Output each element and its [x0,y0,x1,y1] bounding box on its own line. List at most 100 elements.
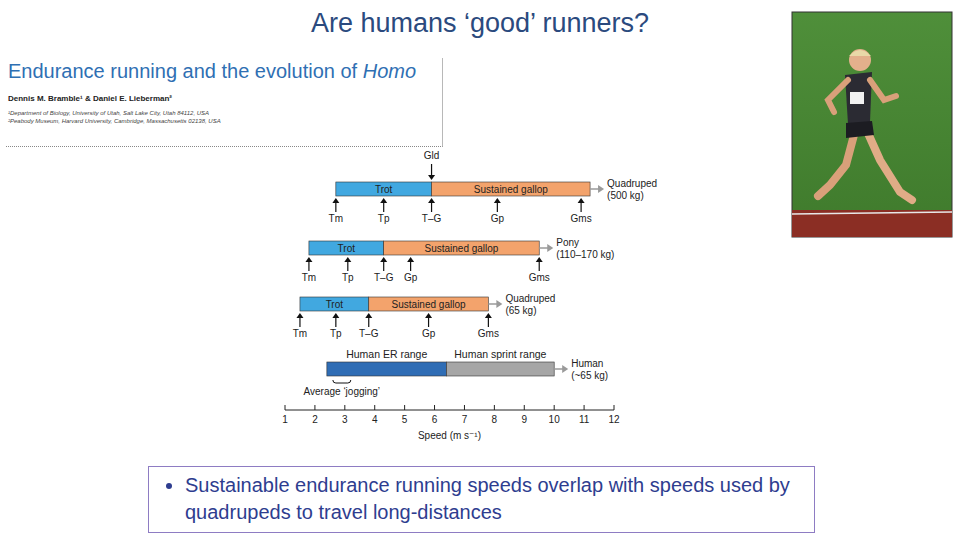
marker-label: Tp [378,213,390,224]
marker-head [428,175,435,180]
segment-label: Trot [326,299,344,310]
marker-head [365,313,372,318]
speed-marker [296,313,303,327]
bullet-list: Sustainable endurance running speeds ove… [163,472,802,526]
segment-label: Sustained gallop [392,299,466,310]
marker-label: Gms [571,213,592,224]
marker-head [380,198,387,203]
row-name: Human(~65 kg) [571,358,608,381]
marker-label: Tp [330,328,342,339]
segment-label: Trot [338,243,356,254]
segment-label: Sustained gallop [424,243,498,254]
row-name-line: (~65 kg) [571,370,608,381]
x-tick [464,405,465,410]
row-name-line: (110–170 kg) [556,249,614,260]
x-tick [434,405,435,410]
row-arrowhead [496,300,502,308]
speed-marker [305,257,312,271]
x-tick-label: 12 [608,414,620,425]
x-tick-label: 4 [372,414,378,425]
x-tick [404,405,405,410]
speed-marker [536,257,543,271]
speed-marker [494,198,501,212]
x-tick [524,405,525,410]
marker-shaft [410,261,411,271]
speed-marker [365,313,372,327]
marker-shaft [488,317,489,327]
bullet: Sustainable endurance running speeds ove… [185,472,802,526]
speed-marker [428,164,435,180]
range-segment [447,362,555,376]
row-arrow [554,368,563,370]
row-name: Quadruped(500 kg) [607,178,657,201]
runner-shorts [846,121,874,138]
row-name: Quadruped(65 kg) [505,293,555,316]
x-tick-label: 6 [432,414,438,425]
range-segment [336,182,432,196]
bullet-box: Sustainable endurance running speeds ove… [148,466,815,533]
x-tick [374,405,375,410]
segment-label: Sustained gallop [474,184,548,195]
speed-marker [380,257,387,271]
annotation-bracket [333,380,351,383]
marker-head [344,257,351,262]
marker-label: Tm [302,272,316,283]
row-arrow [590,188,599,190]
x-tick-label: 9 [521,414,527,425]
marker-head [428,198,435,203]
row-name-line: (500 kg) [607,190,644,201]
row-arrow [488,303,497,305]
row-arrow [539,247,548,249]
runner-arm [828,80,848,112]
marker-shaft [368,317,369,327]
marker-label: Gp [422,328,436,339]
marker-head [536,257,543,262]
x-tick-label: 7 [462,414,468,425]
marker-shaft [539,261,540,271]
paper-affiliation: ²Peabody Museum, Harvard University, Cam… [8,118,221,124]
x-axis-title: Speed (m s⁻¹) [418,430,481,441]
paper-title: Endurance running and the evolution of H… [8,60,416,83]
x-tick [314,405,315,410]
row-name-line: Human [571,358,603,369]
marker-shaft [308,261,309,271]
speed-marker [380,198,387,212]
x-tick-label: 10 [549,414,561,425]
chart: TrotSustained gallopQuadruped(500 kg)TmT… [0,0,960,540]
marker-shaft [497,202,498,212]
marker-shaft [347,261,348,271]
row-name-line: Quadruped [505,293,555,304]
x-tick-label: 3 [342,414,348,425]
runner-photo [792,12,952,237]
photo-track-line [792,212,952,214]
row-name-line: Pony [556,237,579,248]
marker-head [485,313,492,318]
x-tick [285,405,286,410]
marker-label: Gp [491,213,505,224]
segment-label: Human sprint range [454,348,546,360]
range-segment [432,182,591,196]
marker-shaft [335,202,336,212]
x-tick [494,405,495,410]
marker-head [332,198,339,203]
marker-head [380,257,387,262]
marker-shaft [431,202,432,212]
marker-label: T–G [422,213,442,224]
runner-head [849,49,871,71]
marker-shaft [299,317,300,327]
x-tick-label: 5 [402,414,408,425]
marker-head [494,198,501,203]
marker-label: Tm [293,328,307,339]
marker-head [578,198,585,203]
marker-label: Gms [529,272,550,283]
plot [296,164,604,383]
marker-shaft [428,317,429,327]
paper-authors: Dennis M. Bramble¹ & Daniel E. Lieberman… [8,94,172,103]
marker-shaft [335,317,336,327]
speed-marker [485,313,492,327]
speed-marker [344,257,351,271]
x-tick-label: 2 [312,414,318,425]
marker-head [332,313,339,318]
x-tick [554,405,555,410]
row-name-line: (65 kg) [505,305,536,316]
